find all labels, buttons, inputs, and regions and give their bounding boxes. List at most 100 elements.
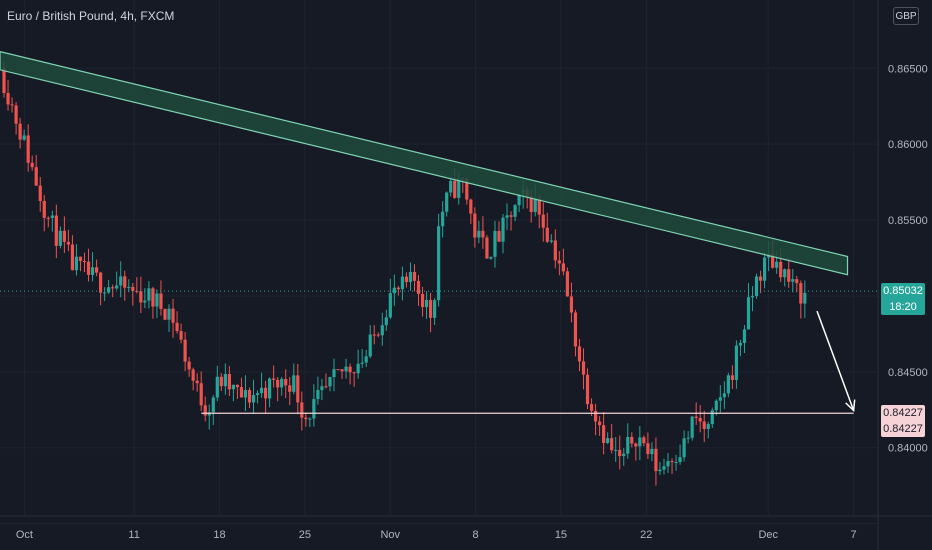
candle-body [453,180,457,198]
candle-body [445,192,449,212]
candle-body [730,375,734,380]
candle-body [678,457,682,463]
candle-body [243,389,248,398]
candle-body [674,462,678,464]
x-tick-label: 25 [299,529,311,541]
candle-body [259,387,264,394]
candle-body [686,437,690,439]
candle-body [384,317,388,326]
candle-body [557,260,561,264]
candle-body [602,425,606,443]
candle-body [710,410,714,425]
candle-body [151,288,155,307]
candle-body [292,375,296,392]
candle-body [646,443,650,455]
candle-body [30,162,34,168]
candle-body [449,180,453,193]
candle-body [437,226,441,301]
candle-body [465,178,469,200]
candle-body [509,215,513,217]
candle-body [497,230,501,242]
candle-body [662,466,666,470]
candle-body [742,329,747,343]
candle-body [191,369,195,381]
candle-body [400,276,405,290]
candle-body [380,325,384,336]
x-tick-label: 8 [473,529,479,541]
candle-body [255,393,260,395]
bar-countdown: 18:20 [889,301,917,314]
candle-body [485,237,489,259]
candle-body [119,276,123,286]
x-tick-label: 11 [128,529,139,541]
candle-body [682,438,686,458]
currency-button[interactable]: GBP [893,7,919,25]
candle-body [280,378,284,388]
x-tick-label: Oct [16,529,33,541]
candle-body [155,293,159,307]
candle-body [139,291,143,303]
candle-body [187,361,191,370]
candle-body [622,453,626,457]
candle-body [320,386,324,391]
candle-body [481,230,485,238]
candle-body [215,376,219,398]
candle-body [18,123,22,140]
candle-body [272,378,276,380]
candle-body [175,322,179,332]
candle-body [799,283,803,304]
candle-body [251,394,256,403]
candle-body [38,185,42,201]
candle-body [412,271,417,281]
candle-body [501,217,505,242]
candle-body [115,285,119,289]
y-tick-label: 0.86000 [888,139,928,151]
candle-body [276,379,280,388]
candle-body [223,373,227,387]
candle-body [795,279,799,284]
candle-body [581,361,586,375]
candle-body [666,461,670,467]
candle-body [50,215,54,219]
candle-body [199,383,203,406]
candle-body [585,374,590,405]
candle-body [324,386,328,388]
candle-body [360,362,364,364]
candle-body [284,378,288,386]
candle-body [90,267,95,275]
candle-body [787,269,791,282]
candle-body [598,421,602,426]
candle-body [549,240,553,242]
candle-body [779,261,783,278]
candle-body [94,267,99,273]
candle-body [618,449,622,457]
x-tick-label: Nov [380,529,400,541]
candle-body [131,286,135,291]
candle-body [593,410,598,422]
candle-body [247,389,252,403]
last-price-value: 0.85032 [883,285,923,298]
candle-body [328,377,332,387]
candle-body [428,299,433,318]
candle-body [66,241,71,245]
candle-body [372,334,376,336]
candle-body [103,292,107,294]
candle-body [308,418,312,420]
candle-body [123,276,127,288]
support-price-label: 0.84227 0.84227 [881,405,925,438]
candlestick-series [2,61,807,486]
candle-body [718,397,722,401]
candle-body [714,400,718,411]
candle-body [58,230,62,246]
candle-body [396,287,400,290]
candle-body [642,437,646,444]
candle-body [738,342,743,346]
candle-body [340,369,344,372]
candle-body [268,378,272,399]
candle-body [610,438,614,451]
support-price-value-2: 0.84227 [883,423,923,436]
candle-body [296,375,300,403]
candle-body [14,105,18,124]
